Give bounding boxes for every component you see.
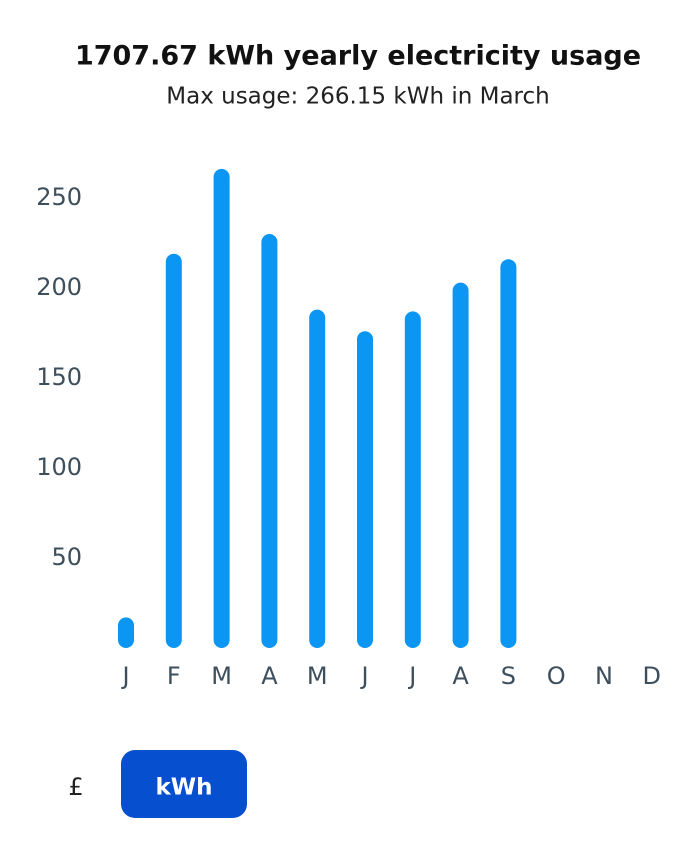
x-tick-label: A [261, 662, 278, 690]
bar [404, 311, 421, 648]
y-tick-label: 100 [36, 453, 82, 481]
chart-subtitle: Max usage: 266.15 kWh in March [166, 84, 549, 110]
bar [309, 309, 326, 648]
y-tick-label: 250 [36, 183, 82, 211]
bar [500, 259, 517, 648]
x-tick-label: J [120, 662, 129, 690]
x-tick-label: M [307, 662, 328, 690]
pound-toggle[interactable]: £ [68, 773, 83, 801]
x-tick-label: J [359, 662, 368, 690]
x-tick-label: N [595, 662, 613, 690]
x-tick-label: F [167, 662, 181, 690]
y-tick-label: 50 [51, 543, 82, 571]
bar [118, 617, 134, 648]
x-tick-label: J [407, 662, 416, 690]
y-tick-label: 200 [36, 273, 82, 301]
y-tick-label: 150 [36, 363, 82, 391]
kwh-toggle-button[interactable] [121, 750, 247, 818]
x-tick-label: S [501, 662, 516, 690]
bar [452, 282, 469, 648]
x-tick-label: O [547, 662, 566, 690]
bar [357, 331, 373, 648]
bar [165, 253, 182, 649]
x-tick-label: D [643, 662, 661, 690]
kwh-toggle[interactable]: kWh [155, 775, 212, 801]
bar [213, 168, 230, 648]
x-tick-label: A [452, 662, 469, 690]
bar [261, 234, 278, 648]
chart-title: 1707.67 kWh yearly electricity usage [75, 41, 641, 72]
x-tick-label: M [211, 662, 232, 690]
